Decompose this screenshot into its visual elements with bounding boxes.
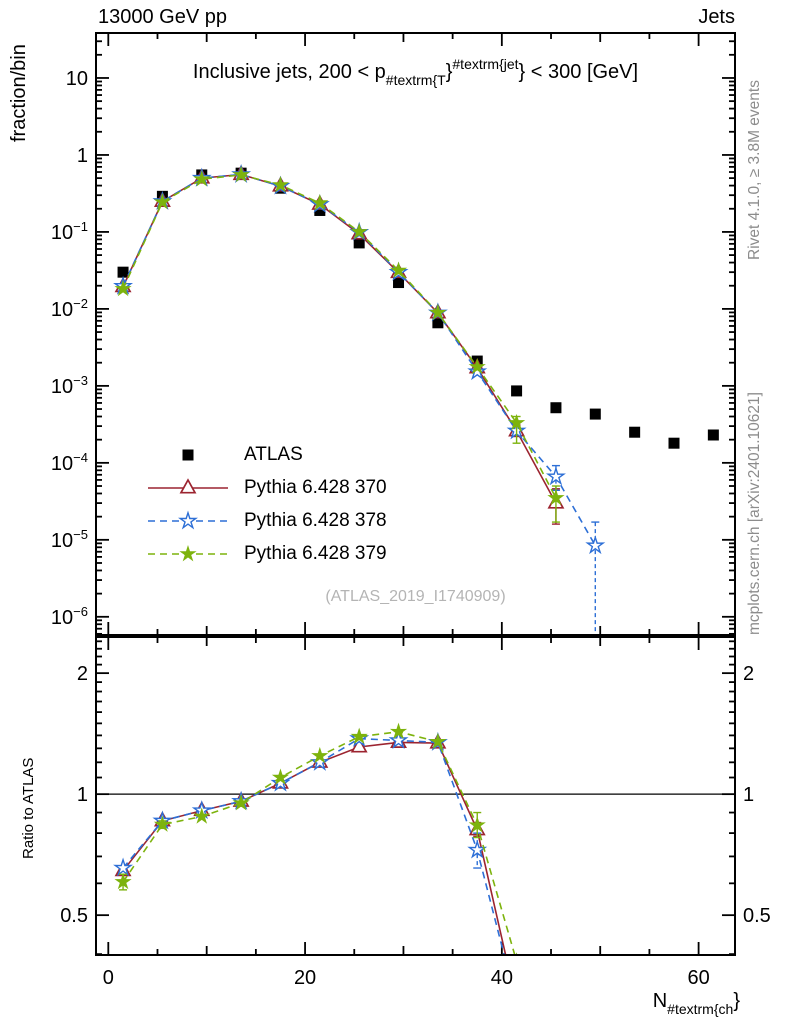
svg-text:0.5: 0.5 xyxy=(743,905,771,927)
x-axis-label-brace: } xyxy=(733,990,740,1012)
svg-text:10−5: 10−5 xyxy=(51,527,88,552)
plot-title-subscript: #textrm{T xyxy=(385,72,446,88)
svg-text:20: 20 xyxy=(294,967,316,989)
plot-title-brace1: } xyxy=(445,61,453,83)
x-axis-label-subscript: #textrm{ch xyxy=(667,1001,734,1017)
plot-title-suffix: < 300 [GeV] xyxy=(525,61,639,83)
pythia-378-line-marker-icon xyxy=(146,508,230,534)
legend-item-pythia-370: Pythia 6.428 370 xyxy=(146,471,387,504)
legend-label-pythia-370: Pythia 6.428 370 xyxy=(244,476,387,498)
plot-title: Inclusive jets, 200 < p#textrm{T}#textrm… xyxy=(96,56,735,88)
legend-label-pythia-378: Pythia 6.428 378 xyxy=(244,509,387,531)
legend-item-pythia-379: Pythia 6.428 379 xyxy=(146,537,387,570)
svg-text:1: 1 xyxy=(77,784,88,806)
svg-text:10−6: 10−6 xyxy=(51,604,88,629)
svg-text:10−4: 10−4 xyxy=(51,450,88,475)
plot-title-prefix: Inclusive jets, 200 < p xyxy=(192,61,386,83)
legend-item-pythia-378: Pythia 6.428 378 xyxy=(146,504,387,537)
legend-label-pythia-379: Pythia 6.428 379 xyxy=(244,542,387,564)
analysis-id-watermark: (ATLAS_2019_I1740909) xyxy=(325,588,506,605)
svg-text:2: 2 xyxy=(77,663,88,685)
atlas-square-marker-icon xyxy=(146,442,230,468)
pythia-379-line-marker-icon xyxy=(146,541,230,567)
svg-text:1: 1 xyxy=(77,145,88,167)
x-axis-label: N#textrm{ch} xyxy=(653,990,740,1017)
legend-item-atlas: ATLAS xyxy=(146,438,387,471)
svg-text:0: 0 xyxy=(103,967,114,989)
main-y-axis-label: fraction/bin xyxy=(8,44,30,142)
svg-text:2: 2 xyxy=(743,663,754,685)
mcplots-arxiv-caption: mcplots.cern.ch [arXiv:2401.10621] xyxy=(746,392,763,635)
x-axis-label-base: N xyxy=(652,990,668,1012)
svg-text:10: 10 xyxy=(66,68,88,90)
ratio-y-axis-label: Ratio to ATLAS xyxy=(20,757,37,859)
svg-text:10−2: 10−2 xyxy=(51,296,88,321)
pythia-370-line-marker-icon xyxy=(146,475,230,501)
beam-energy-label: 13000 GeV pp xyxy=(98,6,227,28)
plot-title-brace2: } xyxy=(518,61,526,83)
analysis-group-label: Jets xyxy=(698,6,735,28)
legend-label-atlas: ATLAS xyxy=(244,443,303,465)
svg-text:60: 60 xyxy=(687,967,709,989)
svg-text:1: 1 xyxy=(743,784,754,806)
svg-text:0.5: 0.5 xyxy=(60,905,88,927)
svg-text:10−1: 10−1 xyxy=(51,219,88,244)
svg-text:40: 40 xyxy=(491,967,513,989)
rivet-version-caption: Rivet 4.1.0, ≥ 3.8M events xyxy=(746,80,763,260)
svg-text:10−3: 10−3 xyxy=(51,373,88,398)
legend: ATLAS Pythia 6.428 370 Pythia 6.428 378 … xyxy=(146,438,387,570)
plot-title-superscript: #textrm{jet xyxy=(452,56,519,72)
